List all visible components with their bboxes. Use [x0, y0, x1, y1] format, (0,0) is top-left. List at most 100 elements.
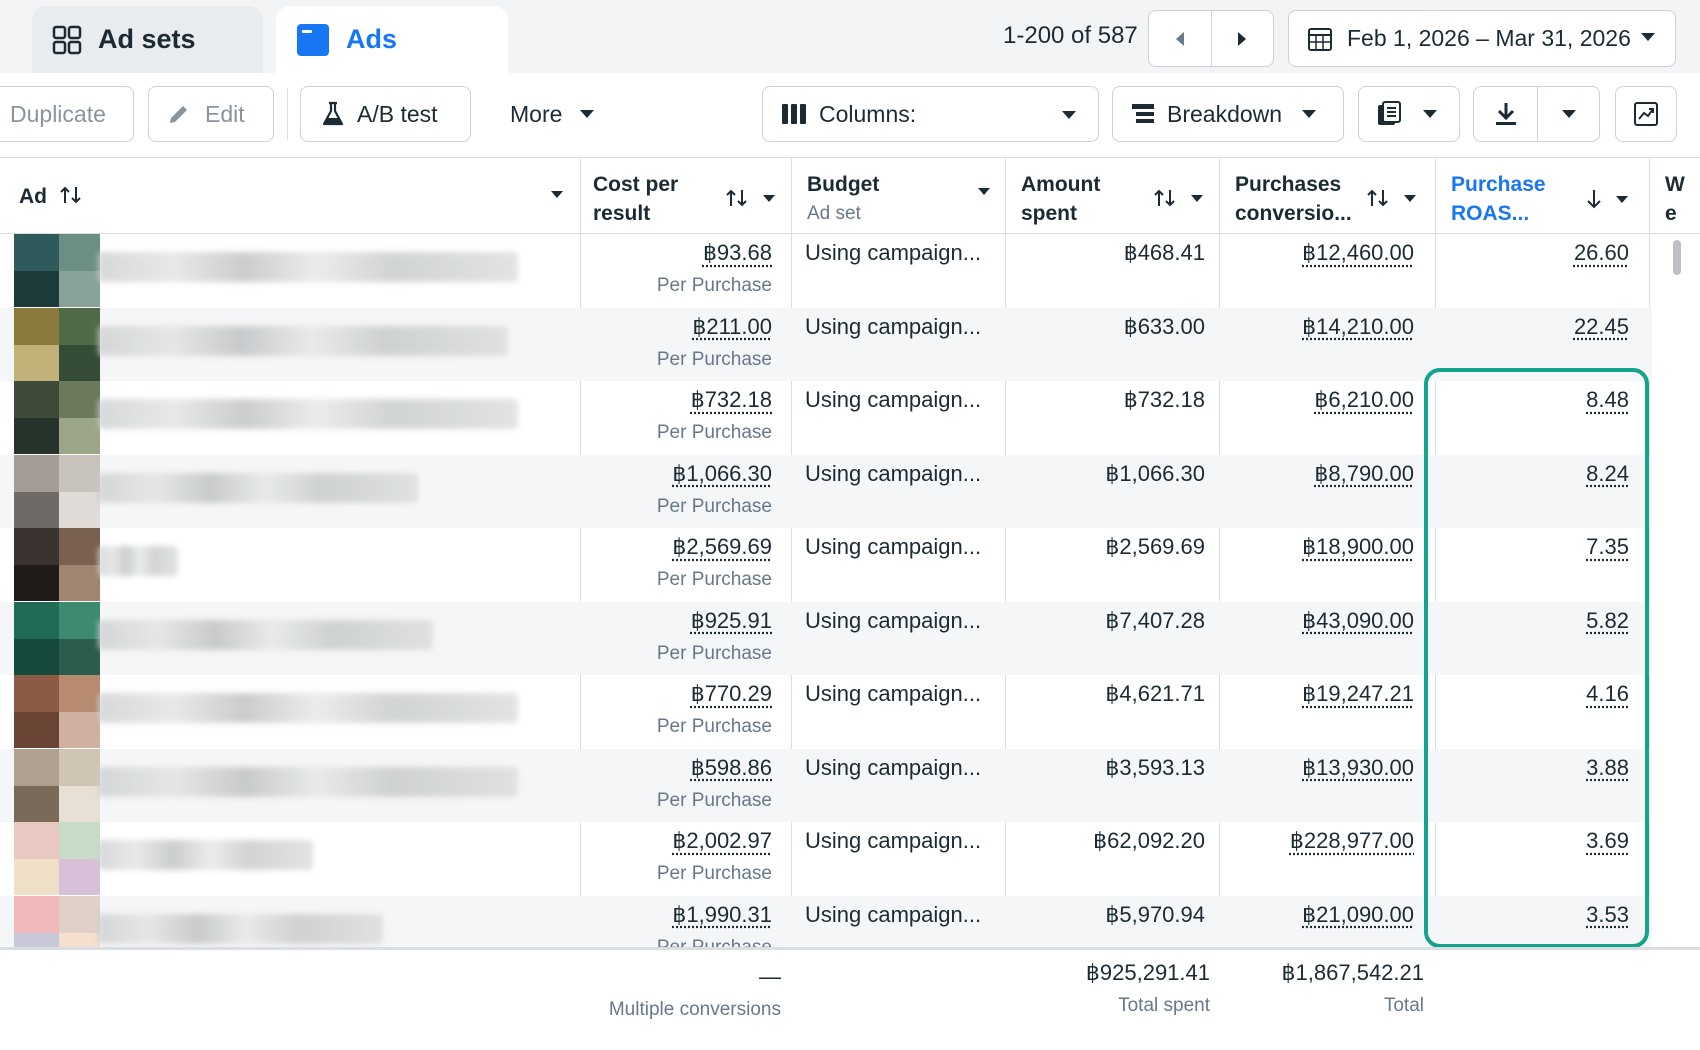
edit-button[interactable]: Edit — [148, 86, 274, 142]
chart-view-button[interactable] — [1615, 86, 1677, 142]
sort-icon[interactable] — [1153, 188, 1177, 208]
column-header-amount-label: Amount spent — [1021, 173, 1101, 225]
sort-icon[interactable] — [725, 188, 749, 208]
cost-per-result-value[interactable]: ฿93.68 — [702, 240, 772, 265]
total-cost-per-result: — Multiple conversions — [580, 964, 781, 1021]
cost-per-result-cell: ฿93.68 Per Purchase — [580, 240, 772, 297]
table-row[interactable]: ฿93.68 Per Purchase Using campaign... ฿468.… — [0, 234, 1652, 307]
column-header-purchase-roas[interactable]: Purchase ROAS... — [1438, 158, 1648, 234]
ad-thumbnail — [14, 601, 100, 675]
column-header-cost-per-result[interactable]: Cost per result — [580, 158, 790, 234]
sort-icon[interactable] — [1366, 188, 1390, 208]
table-row[interactable]: ฿732.18 Per Purchase Using campaign... ฿732… — [0, 381, 1652, 454]
sort-descending-icon[interactable] — [1586, 188, 1602, 210]
ad-thumbnail — [14, 675, 100, 748]
more-button[interactable]: More — [496, 86, 616, 142]
cost-per-result-cell: ฿925.91 Per Purchase — [580, 608, 772, 665]
purchase-roas-value[interactable]: 8.48 — [1586, 387, 1629, 412]
cost-per-result-value[interactable]: ฿770.29 — [690, 681, 772, 706]
columns-icon — [782, 104, 806, 124]
reports-dropdown[interactable] — [1358, 86, 1460, 142]
ad-name-redacted — [98, 619, 433, 650]
budget-cell: Using campaign... — [805, 608, 981, 634]
ad-icon — [297, 23, 329, 56]
purchase-roas-value[interactable]: 3.69 — [1586, 828, 1629, 853]
columns-label: Columns: — [819, 100, 917, 127]
purchase-roas-value[interactable]: 3.53 — [1586, 901, 1629, 927]
pagination-controls — [1148, 10, 1274, 67]
column-header-budget-label: Budget — [807, 173, 880, 196]
table-row[interactable]: ฿598.86 Per Purchase Using campaign... ฿3,5… — [0, 748, 1652, 822]
chevron-down-icon[interactable] — [1191, 194, 1203, 202]
toolbar-divider — [287, 88, 288, 140]
purchase-roas-value[interactable]: 22.45 — [1573, 313, 1629, 339]
sort-icon — [60, 186, 81, 204]
total-amount-spent: ฿925,291.41 Total spent — [1005, 960, 1210, 1017]
export-options-button[interactable] — [1538, 87, 1599, 141]
date-range-picker[interactable]: Feb 1, 2026 – Mar 31, 2026 — [1288, 10, 1676, 67]
column-header-purchases-conversion[interactable]: Purchases conversio... — [1222, 158, 1432, 234]
budget-cell: Using campaign... — [805, 461, 981, 487]
cost-per-result-value[interactable]: ฿211.00 — [692, 313, 772, 339]
reports-icon — [1378, 101, 1401, 125]
amount-spent-value: ฿633.00 — [1123, 313, 1205, 339]
purchases-conversion-value[interactable]: ฿13,930.00 — [1302, 754, 1414, 780]
cost-per-result-value[interactable]: ฿2,569.69 — [672, 534, 772, 559]
ab-test-button[interactable]: A/B test — [300, 86, 471, 142]
purchases-conversion-value[interactable]: ฿43,090.00 — [1302, 607, 1414, 633]
vertical-scrollbar[interactable] — [1673, 240, 1681, 275]
pagination-text: 1-200 of 587 — [1003, 22, 1138, 49]
purchases-conversion-value[interactable]: ฿8,790.00 — [1314, 460, 1414, 486]
purchases-conversion-value[interactable]: ฿19,247.21 — [1302, 681, 1414, 706]
purchase-roas-value[interactable]: 4.16 — [1586, 681, 1629, 706]
purchases-conversion-value[interactable]: ฿18,900.00 — [1302, 534, 1414, 559]
purchases-conversion-value[interactable]: ฿12,460.00 — [1302, 240, 1414, 265]
budget-value: Using campaign... — [805, 387, 982, 412]
columns-dropdown[interactable]: Columns: — [762, 86, 1099, 142]
prev-page-button[interactable] — [1149, 11, 1211, 66]
chevron-down-icon[interactable] — [1616, 195, 1628, 203]
amount-spent-cell: ฿633.00 — [1005, 314, 1205, 340]
purchase-roas-value[interactable]: 5.82 — [1586, 607, 1629, 633]
table-row[interactable]: ฿1,066.30 Per Purchase Using campaign... ฿1… — [0, 454, 1652, 528]
table-row[interactable]: ฿770.29 Per Purchase Using campaign... ฿4,6… — [0, 675, 1652, 748]
ad-thumbnail — [14, 822, 100, 895]
tab-ads[interactable]: Ads — [276, 6, 508, 73]
cost-per-result-value[interactable]: ฿925.91 — [690, 607, 772, 633]
column-header-next[interactable]: We pu — [1652, 158, 1700, 234]
cost-per-result-value[interactable]: ฿732.18 — [690, 387, 772, 412]
cost-per-result-value[interactable]: ฿1,990.31 — [672, 901, 772, 927]
tab-ad-sets[interactable]: Ad sets — [32, 6, 263, 73]
chevron-down-icon[interactable] — [763, 194, 775, 202]
purchase-roas-value[interactable]: 3.88 — [1586, 754, 1629, 780]
column-header-budget[interactable]: Budget Ad set — [794, 158, 1004, 234]
purchases-conversion-value[interactable]: ฿6,210.00 — [1314, 387, 1414, 412]
ad-name-redacted — [98, 693, 518, 723]
budget-cell: Using campaign... — [805, 240, 981, 266]
purchases-conversion-value[interactable]: ฿228,977.00 — [1289, 828, 1414, 853]
export-button[interactable] — [1474, 87, 1538, 141]
table-row[interactable]: ฿925.91 Per Purchase Using campaign... ฿7,4… — [0, 601, 1652, 675]
table-row[interactable]: ฿2,569.69 Per Purchase Using campaign... ฿2… — [0, 528, 1652, 601]
purchase-roas-value[interactable]: 26.60 — [1573, 240, 1629, 265]
cost-per-result-value[interactable]: ฿598.86 — [690, 754, 772, 780]
table-row[interactable]: ฿2,002.97 Per Purchase Using campaign... ฿6… — [0, 822, 1652, 895]
amount-spent-value: ฿5,970.94 — [1105, 901, 1205, 927]
date-range-label: Feb 1, 2026 – Mar 31, 2026 — [1347, 25, 1631, 51]
breakdown-dropdown[interactable]: Breakdown — [1112, 86, 1344, 142]
purchase-roas-cell: 3.88 — [1435, 755, 1629, 781]
cost-per-result-value[interactable]: ฿1,066.30 — [672, 460, 772, 486]
table-row[interactable]: ฿211.00 Per Purchase Using campaign... ฿633… — [0, 307, 1652, 381]
column-header-amount-spent[interactable]: Amount spent — [1008, 158, 1218, 234]
budget-cell: Using campaign... — [805, 387, 981, 413]
purchase-roas-value[interactable]: 7.35 — [1586, 534, 1629, 559]
chevron-down-icon[interactable] — [978, 188, 990, 195]
purchases-conversion-value[interactable]: ฿21,090.00 — [1302, 901, 1414, 927]
duplicate-button[interactable]: Duplicate — [0, 86, 134, 142]
chevron-down-icon[interactable] — [1404, 194, 1416, 202]
next-page-button[interactable] — [1210, 11, 1274, 66]
cost-per-result-value[interactable]: ฿2,002.97 — [672, 828, 772, 853]
purchase-roas-value[interactable]: 8.24 — [1586, 460, 1629, 486]
column-header-ad[interactable]: Ad — [6, 158, 581, 234]
purchases-conversion-value[interactable]: ฿14,210.00 — [1302, 313, 1414, 339]
